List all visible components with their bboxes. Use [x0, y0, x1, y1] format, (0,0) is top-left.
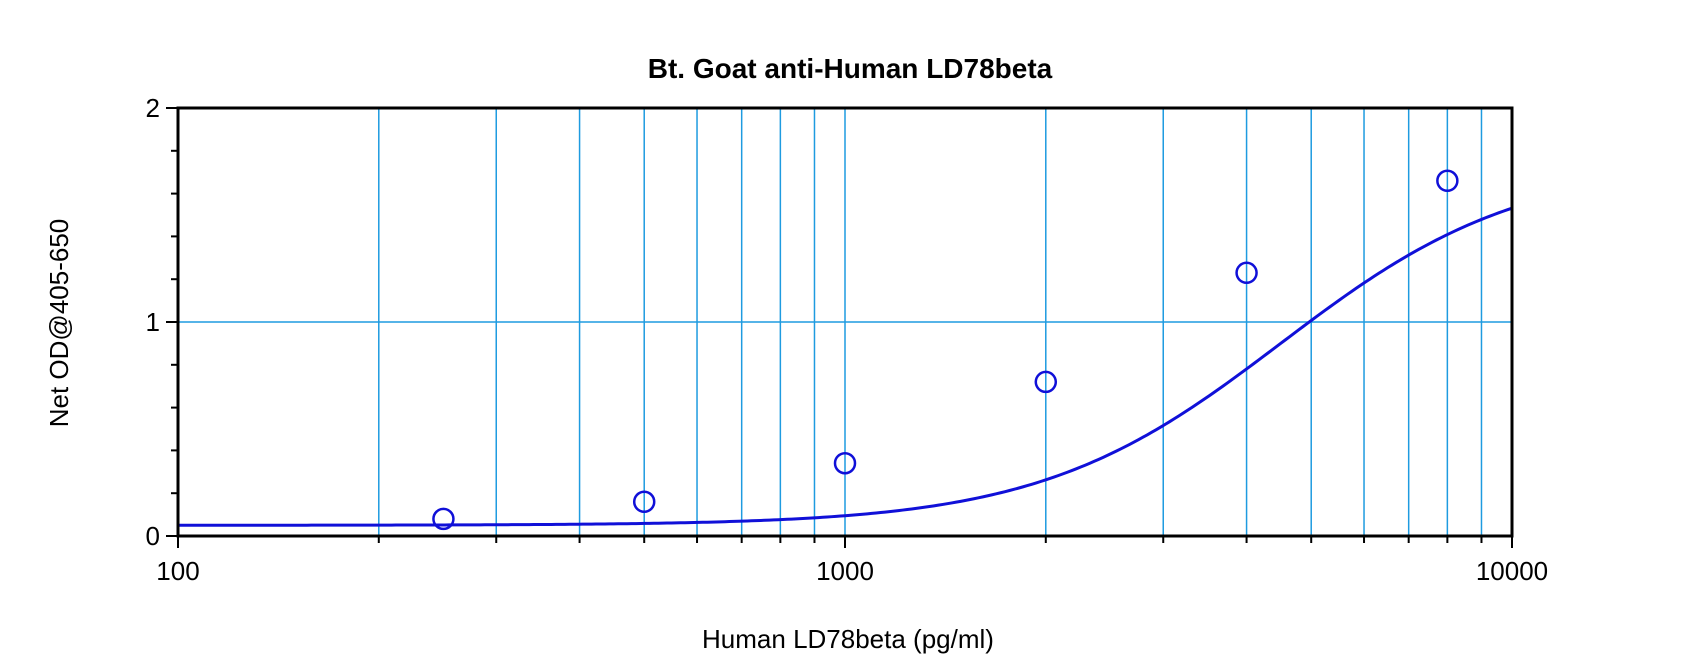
data-point [1436, 169, 1459, 193]
data-point [632, 490, 656, 514]
data-point [833, 451, 857, 475]
grid [178, 108, 1512, 536]
x-tick-label: 100 [156, 556, 199, 586]
x-tick-label: 10000 [1476, 556, 1548, 586]
axis-ticks [166, 107, 1513, 548]
y-tick-label: 1 [146, 307, 160, 337]
data-point [1235, 261, 1258, 285]
x-tick-label: 1000 [816, 556, 874, 586]
y-axis-label: Net OD@405-650 [44, 219, 74, 428]
fit-curve [178, 206, 1513, 527]
data-point [1034, 370, 1058, 394]
data-point [432, 507, 455, 531]
chart-title: Bt. Goat anti-Human LD78beta [648, 53, 1053, 84]
fit-curve-layer [178, 206, 1513, 527]
y-tick-label: 0 [146, 521, 160, 551]
y-tick-label: 2 [146, 93, 160, 123]
data-points [432, 169, 1459, 531]
x-axis-label: Human LD78beta (pg/ml) [702, 624, 994, 654]
tick-labels: 100 1000 10000 0 1 2 [146, 93, 1549, 586]
